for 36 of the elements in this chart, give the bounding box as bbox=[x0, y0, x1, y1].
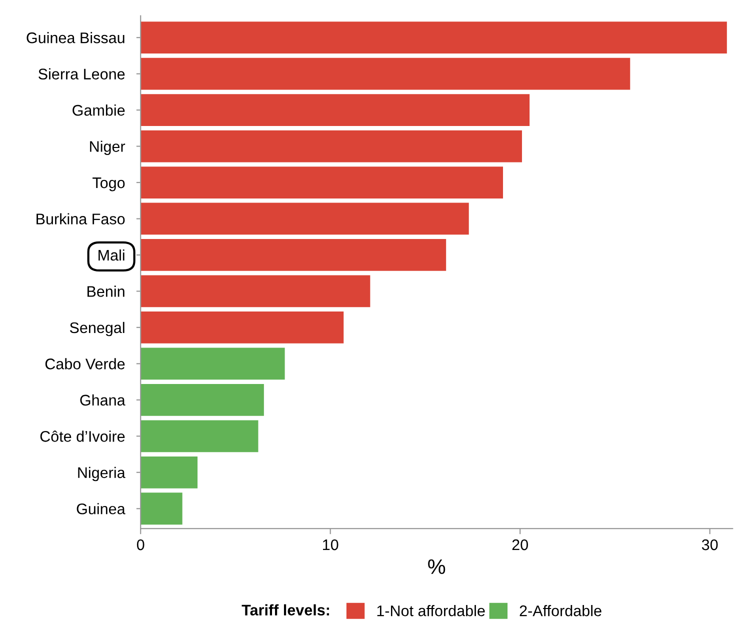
legend-title: Tariff levels: bbox=[242, 604, 330, 616]
x-tick-label: 0 bbox=[136, 539, 144, 550]
bar bbox=[140, 94, 530, 126]
y-tick-label: Côte d’Ivoire bbox=[40, 430, 125, 442]
bar bbox=[140, 275, 370, 308]
y-tick-label: Burkina Faso bbox=[36, 213, 125, 224]
bar bbox=[140, 420, 258, 452]
bar bbox=[140, 130, 522, 162]
y-tick-label: Gambie bbox=[72, 104, 125, 116]
y-tick-label: Sierra Leone bbox=[38, 68, 125, 80]
y-tick-label: Ghana bbox=[80, 394, 126, 406]
bar bbox=[140, 239, 446, 271]
y-tick-label: Guinea bbox=[76, 503, 126, 514]
y-tick-label: Benin bbox=[88, 286, 124, 297]
bar bbox=[140, 22, 727, 54]
y-tick-label: Mali bbox=[98, 249, 124, 261]
y-tick-label: Guinea Bissau bbox=[26, 32, 124, 44]
bar bbox=[140, 492, 182, 525]
x-tick-label: 10 bbox=[323, 539, 338, 550]
x-tick-label: 20 bbox=[512, 539, 528, 550]
bar bbox=[140, 456, 198, 488]
legend-label: 1-Not affordable bbox=[377, 605, 485, 616]
bar bbox=[140, 166, 504, 198]
bar bbox=[140, 312, 344, 344]
bar bbox=[140, 202, 469, 235]
y-tick-label: Senegal bbox=[70, 322, 124, 336]
bar bbox=[140, 348, 285, 380]
y-tick-label: Togo bbox=[92, 178, 125, 192]
bar bbox=[140, 384, 264, 416]
x-axis-title: % bbox=[428, 559, 446, 574]
bar bbox=[140, 58, 630, 90]
y-tick-label: Niger bbox=[90, 140, 126, 155]
legend-label: 2-Affordable bbox=[520, 605, 602, 616]
y-tick-label: Cabo Verde bbox=[45, 358, 125, 370]
x-tick-label: 30 bbox=[702, 539, 718, 550]
y-tick-label: Nigeria bbox=[78, 466, 126, 482]
